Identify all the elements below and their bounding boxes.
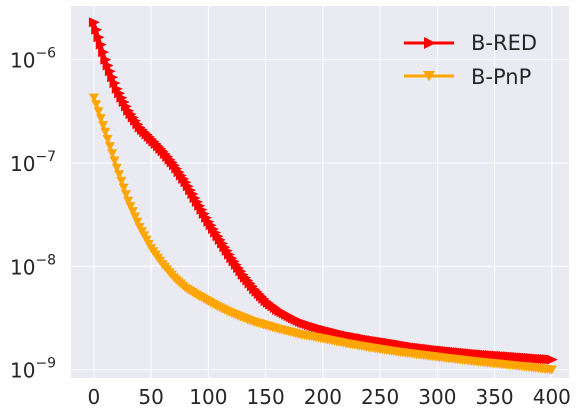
data-point [88, 93, 99, 103]
x-tick-label: 50 [138, 385, 163, 409]
x-tick-label: 0 [88, 385, 101, 409]
data-point [127, 207, 138, 217]
data-point [104, 142, 115, 152]
data-point [98, 121, 109, 130]
x-tick-label: 300 [418, 385, 456, 409]
data-point [102, 135, 113, 144]
data-point [95, 39, 107, 50]
data-point [130, 212, 141, 222]
data-point [91, 24, 103, 35]
data-point [91, 100, 102, 110]
data-point [93, 32, 105, 43]
x-tick-label: 200 [304, 385, 342, 409]
data-point [546, 354, 558, 365]
x-tick-label: 400 [533, 385, 571, 409]
data-point [123, 196, 134, 206]
x-tick-label: 100 [189, 385, 227, 409]
data-point [111, 163, 122, 173]
plot-background [71, 6, 569, 378]
data-point [95, 114, 106, 124]
legend-marker-b-red [424, 37, 436, 49]
legend-marker-b-pnp [423, 71, 435, 81]
x-tick-label: 350 [475, 385, 513, 409]
y-tick-label: 10−7 [10, 149, 56, 176]
data-point [98, 47, 110, 58]
data-point [109, 156, 120, 166]
data-point [114, 170, 125, 180]
series-markers-b-pnp [88, 93, 557, 375]
legend-label-b-pnp: B-PnP [471, 65, 531, 89]
x-axis-ticks: 0 50 100 150 200 250 300 350 400 [88, 385, 571, 409]
y-axis-ticks: 10−9 10−8 10−7 10−6 [10, 46, 56, 383]
y-tick-label: 10−8 [10, 252, 56, 279]
data-point [118, 183, 129, 193]
grid [71, 6, 569, 378]
data-point [121, 190, 131, 200]
legend-label-b-red: B-RED [471, 31, 537, 55]
x-tick-label: 250 [361, 385, 399, 409]
data-point [125, 202, 136, 212]
y-tick-label: 10−6 [10, 46, 56, 73]
data-point [100, 127, 111, 137]
x-tick-label: 150 [247, 385, 285, 409]
data-point [116, 176, 127, 186]
y-tick-label: 10−9 [10, 356, 56, 383]
data-point [132, 217, 143, 227]
data-point [93, 107, 104, 117]
data-point [88, 17, 100, 28]
data-point [546, 365, 557, 375]
series-layer [88, 17, 558, 375]
legend: B-RED B-PnP [404, 31, 537, 89]
data-point [107, 149, 118, 159]
